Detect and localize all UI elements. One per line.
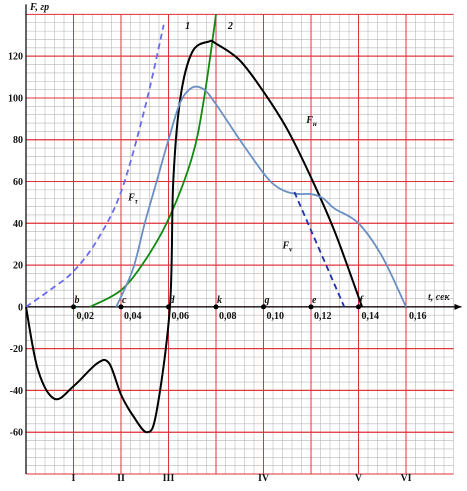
point-label: k (217, 295, 222, 306)
series-label: 2 (227, 21, 233, 32)
point-label: e (312, 295, 317, 306)
axis-point (213, 304, 219, 310)
axis-point (308, 304, 314, 310)
phase-label: VI (400, 473, 411, 484)
x-tick-label: 0,16 (409, 311, 427, 322)
y-tick-label: 100 (8, 93, 23, 104)
series-line (25, 39, 364, 434)
series-line (115, 85, 407, 308)
series-label-main: F (305, 115, 313, 126)
series-label-sub: τ (135, 197, 139, 205)
axis-point (261, 304, 266, 310)
x-tick-label: 0,10 (267, 311, 285, 322)
axis-point (118, 304, 124, 310)
y-tick-label: 0 (18, 302, 23, 313)
phase-label: II (117, 473, 125, 484)
phase-label: V (355, 473, 363, 484)
x-tick-label: 0,12 (314, 311, 332, 322)
axis-point (356, 304, 361, 310)
x-axis-arrow (454, 303, 462, 310)
series-label-main: F (127, 192, 135, 203)
y-tick-label: 120 (8, 52, 23, 63)
series-line (25, 24, 165, 308)
series-label: Fн (305, 115, 317, 128)
y-tick-label: -20 (10, 344, 23, 355)
y-tick-label: -60 (10, 428, 23, 439)
x-axis-label: t, сек (428, 292, 451, 303)
axis-point (71, 304, 76, 310)
y-axis-label: F, гр (29, 2, 49, 13)
phase-label: IV (258, 473, 270, 484)
point-label: b (75, 295, 80, 306)
axis-point (166, 304, 171, 310)
point-label: d (170, 295, 176, 306)
series-line (89, 14, 217, 308)
y-tick-label: 80 (13, 135, 23, 146)
y-tick-label: 20 (13, 261, 23, 272)
series-label: 1 (185, 21, 190, 32)
point-label: c (122, 295, 127, 306)
x-tick-label: 0,14 (362, 311, 380, 322)
y-tick-label: 60 (13, 177, 23, 188)
series-label-sub: v (289, 245, 293, 253)
series-label-main: F (282, 240, 290, 251)
series-line (293, 191, 346, 308)
y-tick-label: -40 (10, 386, 23, 397)
x-tick-label: 0,04 (124, 311, 142, 322)
x-tick-label: 0,08 (219, 311, 237, 322)
phase-label: I (72, 473, 76, 484)
point-label: f (360, 295, 365, 306)
x-tick-label: 0,06 (172, 311, 190, 322)
series-label: Fτ (127, 192, 139, 205)
y-tick-label: 40 (13, 219, 23, 230)
series-label-sub: н (313, 120, 317, 128)
point-label: g (264, 295, 270, 306)
series-label: Fv (282, 240, 294, 253)
x-tick-label: 0,02 (77, 311, 95, 322)
phase-label: III (163, 473, 175, 484)
